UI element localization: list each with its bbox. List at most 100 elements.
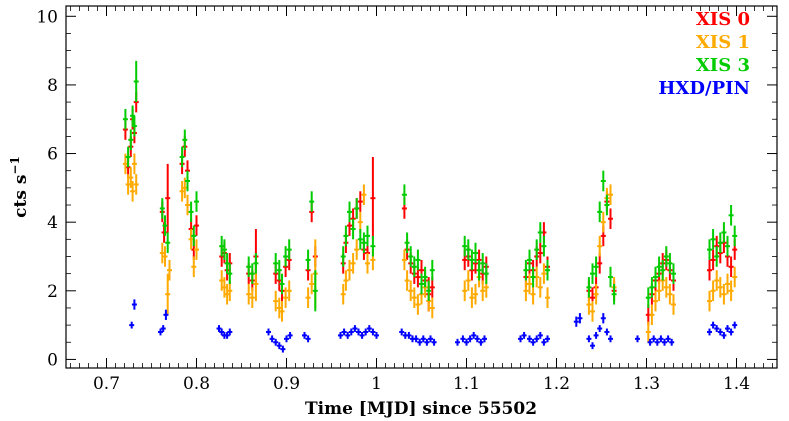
data-point xyxy=(725,325,730,332)
data-point xyxy=(707,328,712,336)
data-point xyxy=(309,273,315,295)
data-point xyxy=(188,229,194,250)
plot-frame xyxy=(65,5,778,369)
data-point xyxy=(541,235,547,257)
data-point xyxy=(374,331,379,339)
data-point xyxy=(194,215,199,236)
data-point xyxy=(534,239,540,260)
data-point xyxy=(541,263,547,284)
data-point xyxy=(165,232,171,254)
data-point xyxy=(182,129,188,151)
data-point xyxy=(537,277,543,298)
data-point xyxy=(345,331,351,339)
data-point xyxy=(422,266,428,288)
data-point xyxy=(165,273,171,315)
data-point xyxy=(413,335,419,343)
data-point xyxy=(523,280,529,302)
y-tick-label: 2 xyxy=(47,282,58,302)
data-point xyxy=(590,301,595,322)
data-point xyxy=(426,280,432,302)
data-point xyxy=(725,273,730,295)
data-point xyxy=(473,242,478,264)
data-point xyxy=(269,335,275,343)
data-point xyxy=(577,313,583,324)
data-point xyxy=(363,328,369,336)
data-point xyxy=(162,246,168,267)
data-point xyxy=(545,335,550,343)
data-point xyxy=(732,321,738,329)
data-point xyxy=(478,338,484,346)
data-point xyxy=(728,280,734,302)
data-point xyxy=(283,246,289,267)
data-point xyxy=(227,263,233,284)
data-point xyxy=(224,331,230,339)
data-point xyxy=(340,246,346,267)
data-point xyxy=(350,218,356,240)
data-point xyxy=(305,335,311,343)
data-point xyxy=(133,174,139,195)
data-point xyxy=(462,235,468,257)
data-point xyxy=(469,287,475,308)
data-point xyxy=(249,263,255,284)
data-point xyxy=(671,263,676,284)
data-point xyxy=(343,225,349,247)
data-point xyxy=(348,328,354,336)
data-point xyxy=(249,287,255,308)
data-point xyxy=(429,297,435,319)
data-point xyxy=(710,280,716,302)
data-point xyxy=(464,338,469,346)
x-axis-label: Time [MJD] since 55502 xyxy=(305,399,537,419)
x-tick-label: 0.7 xyxy=(93,374,120,394)
data-point xyxy=(665,335,671,343)
data-point xyxy=(279,301,285,322)
data-point xyxy=(476,259,482,281)
data-point xyxy=(600,211,606,233)
data-point xyxy=(710,229,716,250)
data-point xyxy=(651,335,657,343)
y-tick-label: 4 xyxy=(47,213,58,233)
data-point xyxy=(537,222,543,243)
data-point xyxy=(597,325,603,332)
data-point xyxy=(656,280,662,302)
data-point xyxy=(717,328,723,336)
data-point xyxy=(469,249,475,271)
legend-item-hxd-pin: HXD/PIN xyxy=(658,78,750,99)
data-point xyxy=(406,331,412,339)
data-point xyxy=(415,294,421,315)
data-point xyxy=(590,342,595,350)
data-point xyxy=(125,174,131,195)
data-point xyxy=(732,266,738,288)
data-point xyxy=(365,253,370,274)
data-point xyxy=(669,338,675,346)
data-point xyxy=(645,321,651,343)
data-point xyxy=(221,239,227,260)
series-xis-1 xyxy=(122,153,738,343)
data-point xyxy=(530,338,536,346)
data-point xyxy=(530,266,536,288)
data-point xyxy=(273,290,279,312)
data-point xyxy=(518,335,523,343)
data-point xyxy=(411,287,417,308)
y-tick-label: 10 xyxy=(36,7,58,27)
data-point xyxy=(158,328,163,336)
data-point xyxy=(597,253,603,274)
data-point xyxy=(370,235,376,257)
y-tick-label: 6 xyxy=(47,145,58,165)
data-point xyxy=(590,263,595,284)
data-point xyxy=(721,283,727,305)
data-point xyxy=(480,253,486,274)
data-point xyxy=(194,191,199,212)
data-point xyxy=(721,222,727,243)
data-point xyxy=(658,335,664,343)
data-point xyxy=(431,338,437,346)
data-point xyxy=(660,259,666,281)
data-point xyxy=(131,299,137,310)
data-point xyxy=(714,246,720,267)
data-point xyxy=(521,331,527,339)
data-point xyxy=(710,249,716,271)
data-point xyxy=(338,331,343,339)
data-point xyxy=(165,163,171,233)
data-point xyxy=(347,259,352,281)
legend-item-xis3: XIS 3 xyxy=(696,55,750,76)
data-point xyxy=(460,335,466,343)
